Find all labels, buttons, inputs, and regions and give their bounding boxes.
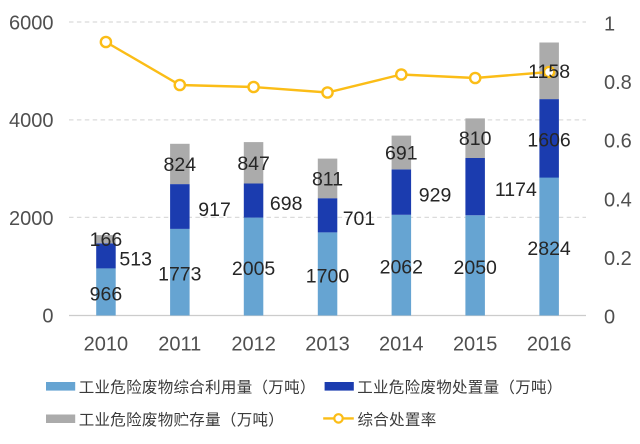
svg-text:2014: 2014	[379, 334, 424, 356]
svg-text:工业危险废物贮存量（万吨）: 工业危险废物贮存量（万吨）	[79, 411, 284, 429]
svg-text:701: 701	[343, 208, 376, 230]
svg-text:2013: 2013	[305, 334, 350, 356]
svg-text:2005: 2005	[232, 258, 276, 280]
svg-text:0: 0	[42, 306, 53, 328]
svg-text:513: 513	[119, 248, 152, 270]
svg-text:6000: 6000	[9, 12, 54, 34]
svg-text:1606: 1606	[527, 129, 570, 151]
svg-text:0: 0	[604, 307, 615, 329]
svg-text:2012: 2012	[231, 334, 276, 356]
svg-text:966: 966	[90, 283, 123, 305]
svg-text:824: 824	[164, 154, 197, 176]
svg-text:929: 929	[419, 185, 452, 207]
svg-text:4000: 4000	[9, 110, 54, 132]
svg-text:综合处置率: 综合处置率	[358, 411, 437, 429]
svg-text:1: 1	[604, 13, 615, 35]
svg-text:0.4: 0.4	[604, 189, 632, 211]
svg-text:847: 847	[237, 153, 270, 175]
svg-text:1773: 1773	[158, 264, 201, 286]
svg-text:0.8: 0.8	[604, 72, 632, 94]
svg-text:1700: 1700	[306, 266, 350, 288]
svg-text:1174: 1174	[495, 179, 537, 201]
svg-text:1158: 1158	[528, 61, 570, 83]
svg-text:2016: 2016	[527, 334, 572, 356]
svg-text:2000: 2000	[9, 208, 54, 230]
svg-text:691: 691	[385, 143, 418, 165]
svg-text:2015: 2015	[453, 334, 498, 356]
svg-text:2050: 2050	[454, 257, 498, 279]
svg-text:2824: 2824	[527, 238, 571, 260]
svg-text:2010: 2010	[84, 334, 129, 356]
svg-text:工业危险废物综合利用量（万吨）: 工业危险废物综合利用量（万吨）	[79, 378, 316, 396]
svg-text:917: 917	[198, 199, 231, 221]
svg-text:2062: 2062	[380, 257, 423, 279]
svg-text:2011: 2011	[158, 334, 201, 356]
svg-text:698: 698	[270, 193, 303, 215]
svg-text:0.2: 0.2	[604, 248, 632, 270]
svg-text:166: 166	[90, 229, 123, 251]
svg-text:工业危险废物处置量（万吨）: 工业危险废物处置量（万吨）	[357, 378, 562, 396]
svg-text:810: 810	[459, 128, 492, 150]
svg-text:811: 811	[312, 168, 343, 190]
svg-text:0.6: 0.6	[604, 131, 632, 153]
